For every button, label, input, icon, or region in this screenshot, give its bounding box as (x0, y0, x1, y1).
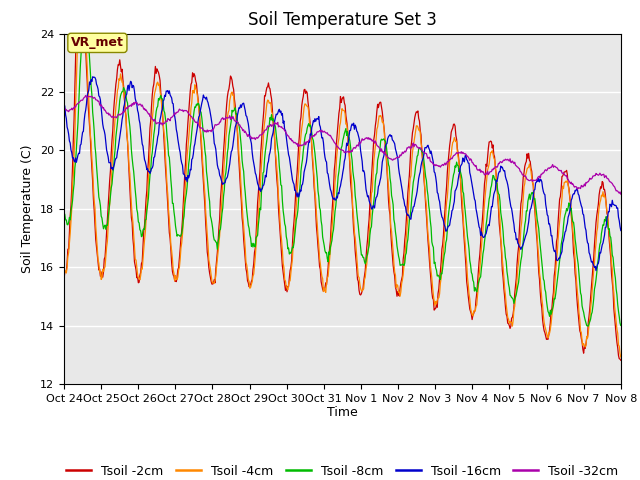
Text: VR_met: VR_met (71, 36, 124, 49)
Tsoil -2cm (128, 220, 136, 226)
Tsoil -2cm (617, 358, 625, 363)
Tsoil -32cm (128, 101, 136, 107)
Tsoil -16cm (617, 228, 625, 233)
Tsoil -32cm (82, 93, 90, 98)
Tsoil -8cm (70, 181, 78, 187)
Tsoil -8cm (617, 323, 625, 328)
Tsoil -2cm (214, 239, 222, 245)
Tsoil -2cm (185, 109, 193, 115)
Tsoil -16cm (70, 158, 78, 164)
Line: Tsoil -2cm: Tsoil -2cm (64, 0, 621, 360)
Y-axis label: Soil Temperature (C): Soil Temperature (C) (22, 144, 35, 273)
Tsoil -2cm (411, 114, 419, 120)
Tsoil -8cm (214, 239, 222, 244)
Tsoil -4cm (214, 249, 222, 254)
Tsoil -32cm (428, 159, 435, 165)
Legend: Tsoil -2cm, Tsoil -4cm, Tsoil -8cm, Tsoil -16cm, Tsoil -32cm: Tsoil -2cm, Tsoil -4cm, Tsoil -8cm, Tsoi… (61, 460, 623, 480)
Tsoil -8cm (428, 225, 435, 230)
Tsoil -8cm (411, 171, 419, 177)
Tsoil -16cm (89, 74, 97, 80)
Line: Tsoil -4cm: Tsoil -4cm (64, 0, 621, 357)
Tsoil -16cm (428, 148, 435, 154)
Tsoil -2cm (70, 117, 78, 122)
Tsoil -32cm (70, 106, 78, 111)
Tsoil -32cm (411, 142, 419, 147)
Tsoil -8cm (185, 161, 193, 167)
Tsoil -16cm (592, 268, 600, 274)
Tsoil -32cm (617, 191, 625, 197)
X-axis label: Time: Time (327, 407, 358, 420)
Tsoil -8cm (60, 210, 68, 216)
Tsoil -16cm (214, 166, 222, 171)
Line: Tsoil -32cm: Tsoil -32cm (64, 96, 621, 194)
Tsoil -4cm (185, 135, 193, 141)
Tsoil -32cm (60, 105, 68, 110)
Tsoil -2cm (428, 280, 435, 286)
Title: Soil Temperature Set 3: Soil Temperature Set 3 (248, 11, 437, 29)
Tsoil -4cm (70, 152, 78, 157)
Tsoil -16cm (411, 200, 419, 206)
Tsoil -4cm (428, 268, 435, 274)
Tsoil -2cm (60, 276, 68, 281)
Tsoil -32cm (214, 121, 222, 127)
Tsoil -4cm (617, 354, 625, 360)
Tsoil -8cm (82, 6, 90, 12)
Line: Tsoil -16cm: Tsoil -16cm (64, 77, 621, 271)
Tsoil -4cm (128, 213, 136, 218)
Tsoil -4cm (60, 267, 68, 273)
Tsoil -16cm (128, 85, 136, 91)
Tsoil -32cm (185, 111, 193, 117)
Line: Tsoil -8cm: Tsoil -8cm (64, 9, 621, 326)
Tsoil -4cm (411, 134, 419, 140)
Tsoil -8cm (128, 156, 136, 161)
Tsoil -16cm (185, 175, 193, 181)
Tsoil -8cm (584, 323, 592, 329)
Tsoil -16cm (60, 101, 68, 107)
